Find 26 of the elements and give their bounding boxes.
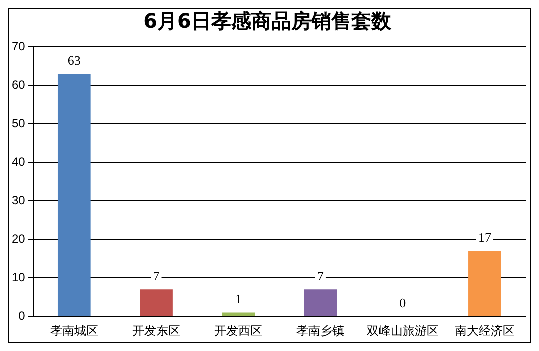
y-tick-label: 70 [12, 39, 26, 54]
data-label: 7 [317, 268, 324, 284]
data-label: 7 [153, 268, 160, 284]
bar [222, 312, 256, 316]
x-tick-label: 开发东区 [132, 324, 181, 338]
bar [140, 290, 173, 316]
data-label: 1 [235, 292, 242, 307]
x-tick-label: 孝南城区 [50, 324, 98, 338]
y-tick-label: 40 [12, 154, 26, 169]
y-tick-label: 60 [12, 78, 26, 92]
data-label: 0 [400, 296, 406, 311]
x-tick-label: 双峰山旅游区 [366, 324, 439, 338]
bar [304, 290, 338, 316]
x-tick-label: 孝南乡镇 [296, 324, 345, 338]
data-label: 17 [478, 230, 492, 246]
y-tick-label: 0 [18, 308, 26, 323]
bar [468, 251, 502, 316]
data-label: 63 [68, 52, 81, 68]
y-tick-label: 50 [12, 116, 26, 130]
x-tick-label: 开发西区 [214, 324, 263, 338]
y-tick-label: 20 [12, 232, 26, 246]
x-tick-label: 南大经济区 [454, 324, 515, 338]
chart-title: 6月6日孝感商品房销售套数 [144, 9, 392, 34]
bar [58, 74, 91, 316]
y-tick-label: 10 [12, 270, 26, 284]
y-tick-label: 30 [12, 193, 26, 208]
